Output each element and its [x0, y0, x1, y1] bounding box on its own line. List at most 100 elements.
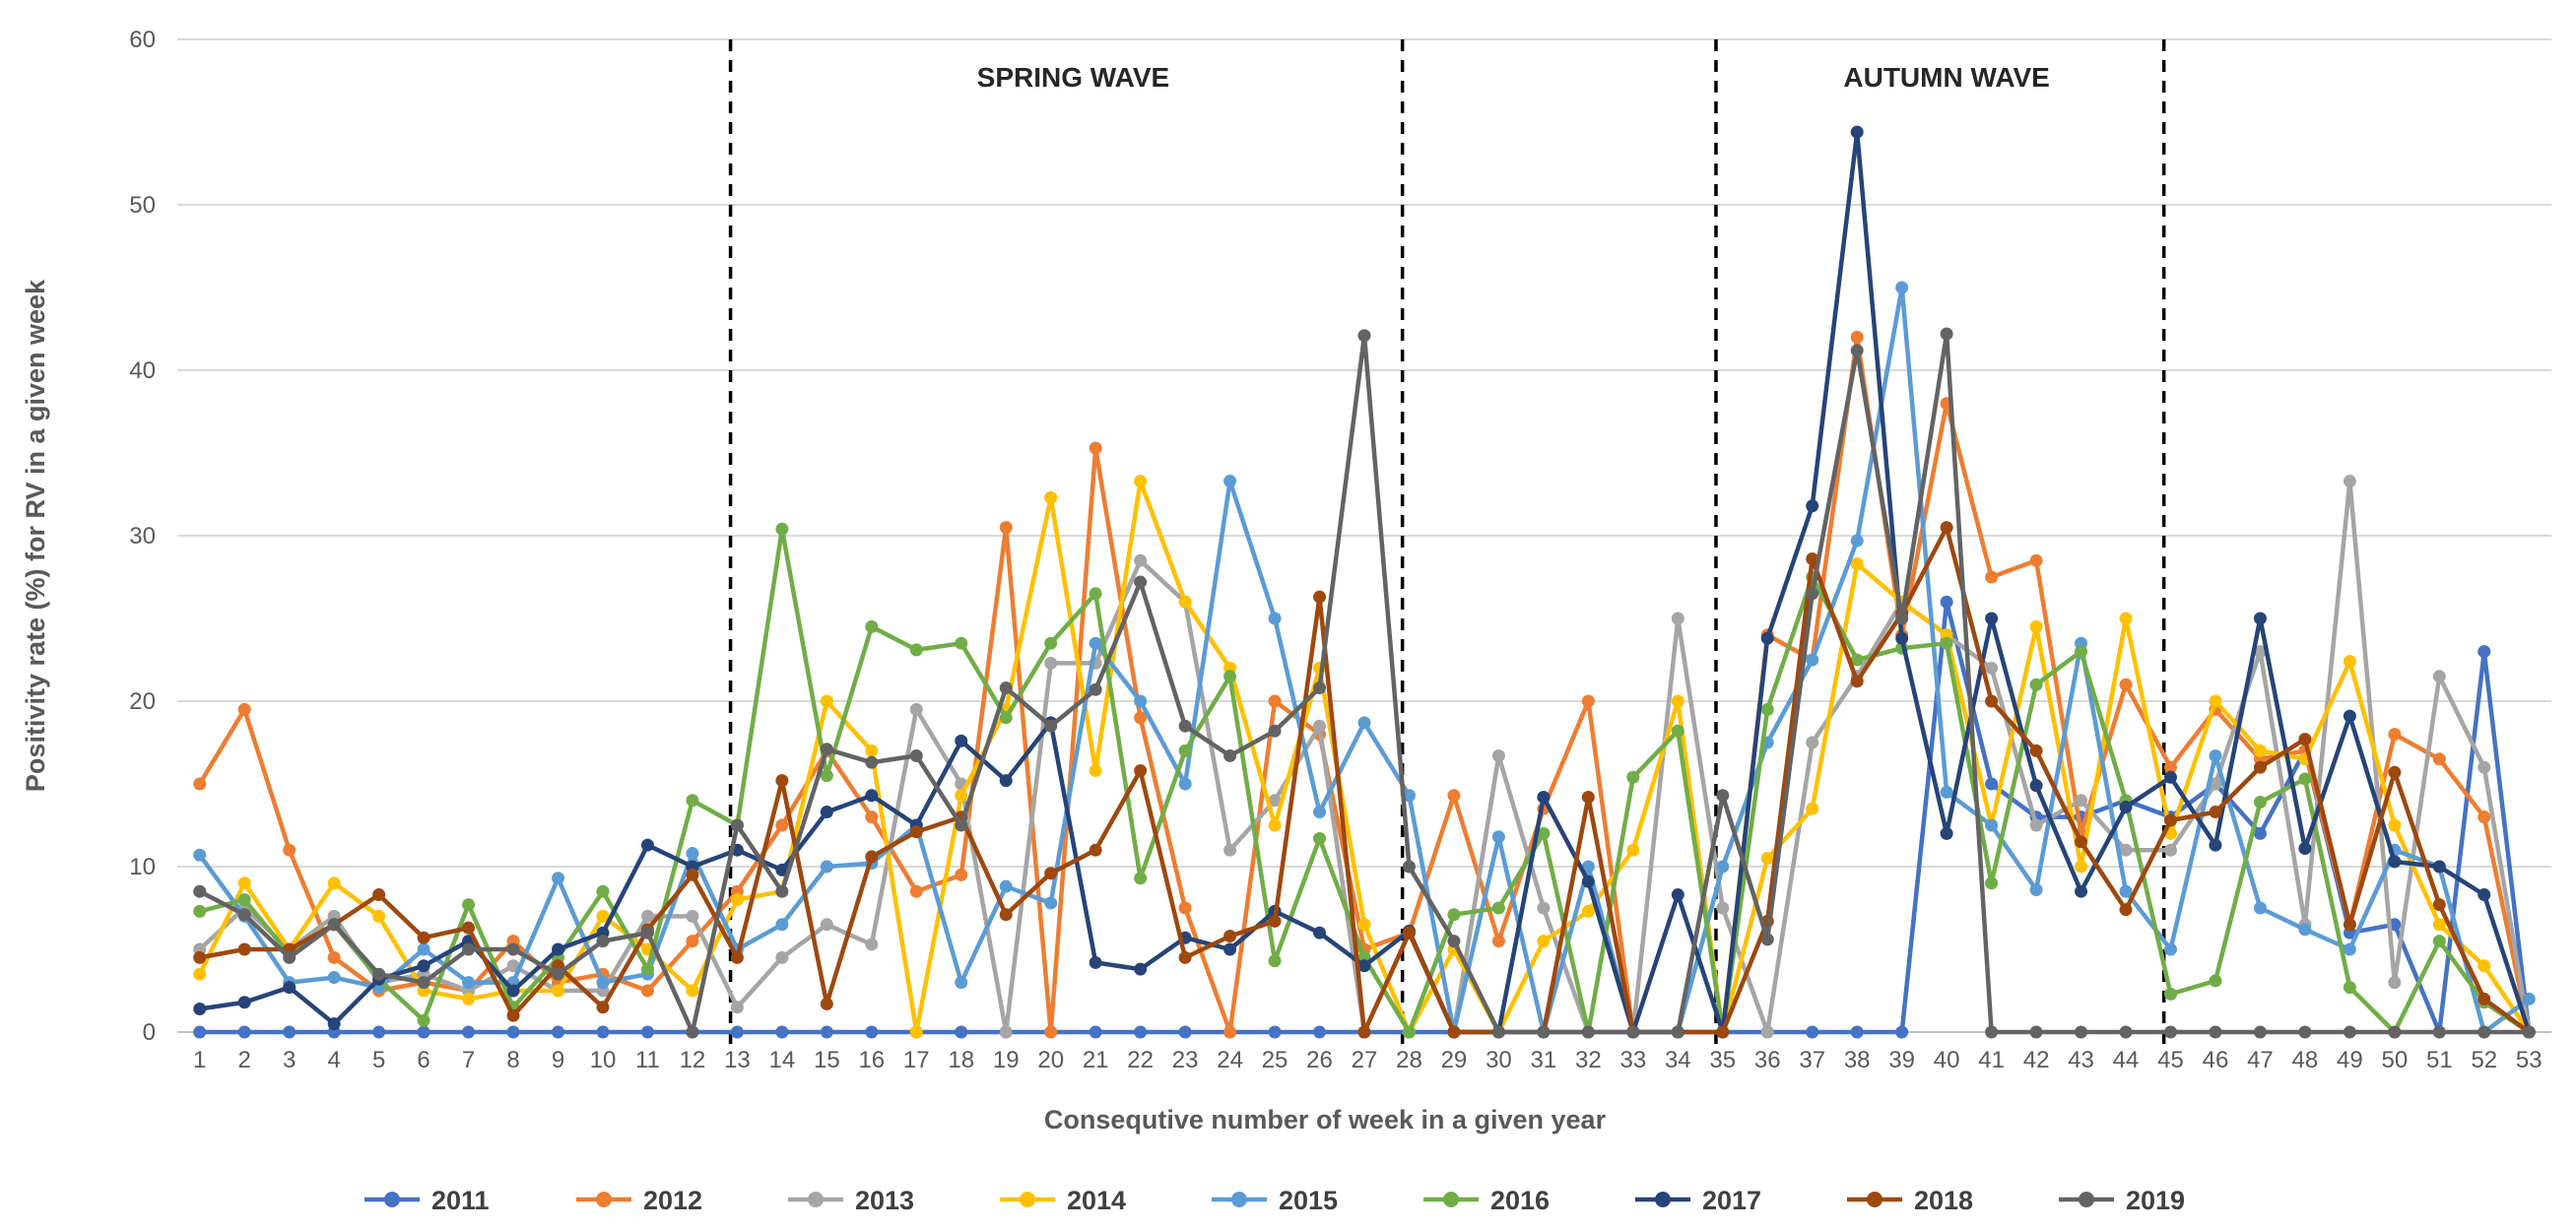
data-point: [730, 1001, 744, 1014]
data-point: [1178, 777, 1192, 791]
data-point: [1313, 719, 1327, 733]
data-point: [640, 926, 654, 939]
data-point: [1850, 344, 1864, 357]
data-point: [820, 743, 833, 756]
x-tick-label: 51: [2426, 1047, 2453, 1073]
data-point: [193, 904, 207, 918]
data-point: [1537, 901, 1551, 915]
data-point: [2477, 810, 2491, 824]
data-point: [1850, 1025, 1864, 1039]
data-point: [2209, 777, 2222, 791]
legend-item-2017: 2017: [1635, 1186, 1761, 1215]
y-tick-label: 60: [129, 27, 156, 53]
data-point: [1581, 860, 1595, 874]
data-point: [820, 860, 833, 874]
data-point: [1940, 327, 1953, 341]
data-point: [2209, 1025, 2222, 1039]
data-point: [2343, 709, 2356, 723]
data-point: [1940, 636, 1953, 650]
data-point: [596, 1025, 610, 1039]
data-point: [1089, 1025, 1102, 1039]
data-point: [2163, 813, 2177, 827]
legend-label: 2012: [643, 1186, 702, 1215]
data-point: [2343, 981, 2356, 995]
data-point: [1044, 656, 1058, 670]
data-point: [2388, 1025, 2402, 1039]
data-point: [1671, 694, 1684, 708]
data-point: [1223, 930, 1237, 943]
data-point: [909, 1025, 923, 1039]
data-point: [865, 810, 879, 824]
data-point: [686, 984, 699, 998]
x-tick-label: 52: [2471, 1047, 2497, 1073]
x-tick-label: 22: [1127, 1047, 1154, 1073]
data-point: [1985, 612, 1999, 625]
data-point: [909, 748, 923, 762]
legend-item-2016: 2016: [1423, 1186, 1550, 1215]
data-point: [2163, 770, 2177, 784]
data-point: [1134, 694, 1148, 708]
data-point: [2253, 1025, 2267, 1039]
data-point: [1716, 789, 1730, 803]
data-point: [955, 976, 968, 990]
x-tick-label: 1: [193, 1047, 206, 1073]
data-point: [193, 1025, 207, 1039]
data-point: [1985, 818, 1999, 832]
data-point: [1313, 681, 1327, 695]
data-point: [2119, 612, 2133, 625]
data-point: [237, 876, 251, 890]
x-tick-label: 41: [1978, 1047, 2005, 1073]
data-point: [283, 981, 297, 995]
data-point: [1268, 1025, 1282, 1039]
data-point: [686, 909, 699, 923]
data-point: [193, 777, 207, 791]
x-tick-label: 27: [1352, 1047, 1378, 1073]
data-point: [1895, 612, 1909, 625]
series-2017: [193, 125, 2536, 1039]
data-point: [372, 1025, 386, 1039]
data-point: [2075, 1025, 2088, 1039]
data-point: [2388, 855, 2402, 869]
data-point: [2253, 612, 2267, 625]
data-point: [462, 942, 476, 956]
data-point: [552, 942, 565, 956]
data-point: [1671, 612, 1684, 625]
x-tick-label: 5: [372, 1047, 385, 1073]
data-point: [327, 876, 341, 890]
data-point: [2029, 1025, 2043, 1039]
data-point: [1581, 790, 1595, 804]
wave-annotations: SPRING WAVE AUTUMN WAVE: [977, 62, 2050, 93]
x-tick-label: 36: [1754, 1047, 1781, 1073]
data-point: [462, 992, 476, 1005]
data-point: [2253, 645, 2267, 659]
data-point: [237, 908, 251, 922]
data-point: [1223, 748, 1237, 762]
legend-item-2012: 2012: [576, 1186, 702, 1215]
legend-swatch-marker: [1655, 1192, 1671, 1207]
data-point: [2119, 843, 2133, 857]
data-point: [640, 984, 654, 998]
data-point: [1491, 901, 1505, 915]
data-point: [1044, 636, 1058, 650]
x-tick-label: 37: [1799, 1047, 1825, 1073]
data-point: [775, 950, 789, 964]
data-point: [237, 1025, 251, 1039]
data-point: [1357, 1025, 1371, 1039]
wave-annotation: SPRING WAVE: [977, 62, 1170, 93]
data-point: [775, 818, 789, 832]
data-point: [1268, 954, 1282, 968]
x-tick-label: 29: [1441, 1047, 1468, 1073]
data-point: [1134, 1025, 1148, 1039]
y-tick-label: 0: [143, 1019, 156, 1046]
data-point: [2119, 903, 2133, 917]
data-point: [1178, 719, 1192, 733]
data-point: [1089, 682, 1102, 696]
data-point: [1178, 744, 1192, 757]
data-point: [820, 694, 833, 708]
data-point: [2163, 760, 2177, 774]
legend-item-2014: 2014: [1000, 1186, 1126, 1215]
data-point: [2075, 645, 2088, 659]
data-point: [1850, 675, 1864, 688]
legend-item-2019: 2019: [2059, 1186, 2185, 1215]
legend-item-2013: 2013: [788, 1186, 914, 1215]
